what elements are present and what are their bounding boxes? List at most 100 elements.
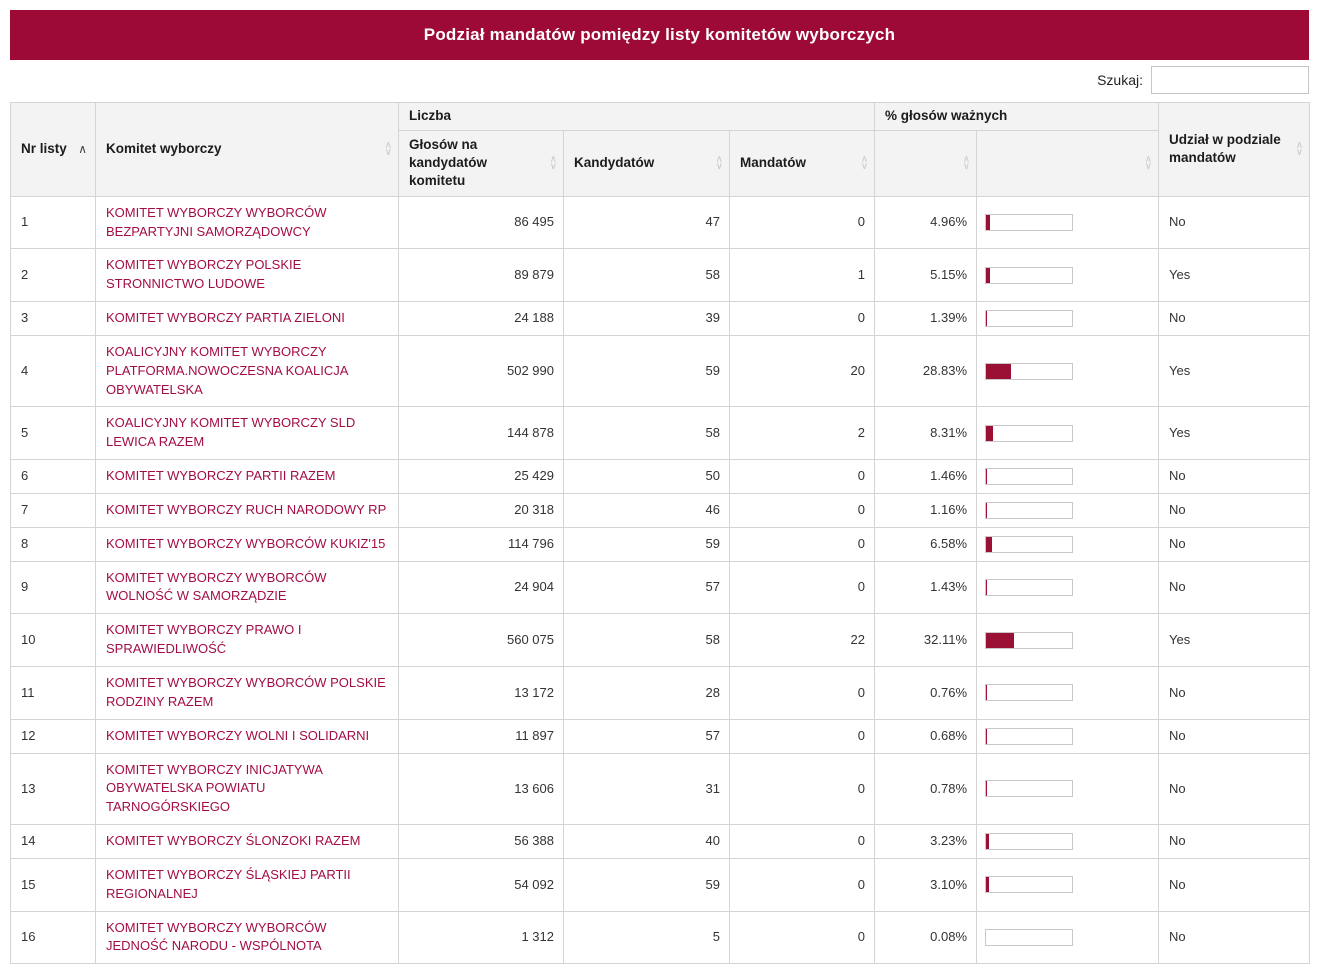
percent-bar-fill <box>986 268 990 283</box>
table-row: 7 KOMITET WYBORCZY RUCH NARODOWY RP 20 3… <box>11 493 1310 527</box>
committee-link[interactable]: KOMITET WYBORCZY WYBORCÓW JEDNOŚĆ NARODU… <box>106 919 388 957</box>
committee-link[interactable]: KOALICYJNY KOMITET WYBORCZY SLD LEWICA R… <box>106 414 388 452</box>
percent-cell: 32.11% <box>875 614 977 667</box>
candidates-cell: 47 <box>564 196 730 249</box>
percent-bar-fill <box>986 834 989 849</box>
table-body: 1 KOMITET WYBORCZY WYBORCÓW BEZPARTYJNI … <box>11 196 1310 964</box>
committee-cell: KOMITET WYBORCZY WYBORCÓW BEZPARTYJNI SA… <box>96 196 399 249</box>
list-number-cell: 12 <box>11 719 96 753</box>
percent-bar-cell <box>977 493 1159 527</box>
percent-bar-fill <box>986 215 990 230</box>
mandate-share-cell: No <box>1159 825 1310 859</box>
column-header-label: Udział w podziale mandatów <box>1169 132 1281 165</box>
table-row: 10 KOMITET WYBORCZY PRAWO I SPRAWIEDLIWO… <box>11 614 1310 667</box>
percent-bar-cell <box>977 561 1159 614</box>
percent-bar <box>985 468 1073 485</box>
mandates-cell: 0 <box>730 460 875 494</box>
committee-link[interactable]: KOMITET WYBORCZY INICJATYWA OBYWATELSKA … <box>106 761 388 818</box>
list-number-cell: 6 <box>11 460 96 494</box>
sort-icon: ∧∨ <box>861 156 868 170</box>
percent-cell: 3.23% <box>875 825 977 859</box>
percent-bar-cell <box>977 858 1159 911</box>
candidates-cell: 59 <box>564 335 730 407</box>
column-header-glosow[interactable]: Głosów na kandydatów komitetu ∧∨ <box>399 131 564 197</box>
percent-bar <box>985 502 1073 519</box>
column-header-percent[interactable]: ∧∨ <box>875 131 977 197</box>
mandate-share-cell: No <box>1159 561 1310 614</box>
column-header-komitet[interactable]: Komitet wyborczy ∧∨ <box>96 103 399 197</box>
mandates-cell: 0 <box>730 858 875 911</box>
committee-link[interactable]: KOMITET WYBORCZY PRAWO I SPRAWIEDLIWOŚĆ <box>106 621 388 659</box>
percent-bar <box>985 214 1073 231</box>
candidates-cell: 58 <box>564 249 730 302</box>
sort-icon: ∧∨ <box>385 142 392 156</box>
percent-bar <box>985 267 1073 284</box>
mandate-share-cell: Yes <box>1159 335 1310 407</box>
mandates-cell: 2 <box>730 407 875 460</box>
percent-bar-fill <box>986 580 987 595</box>
votes-cell: 20 318 <box>399 493 564 527</box>
list-number-cell: 7 <box>11 493 96 527</box>
percent-cell: 0.68% <box>875 719 977 753</box>
table-row: 1 KOMITET WYBORCZY WYBORCÓW BEZPARTYJNI … <box>11 196 1310 249</box>
table-row: 8 KOMITET WYBORCZY WYBORCÓW KUKIZ'15 114… <box>11 527 1310 561</box>
votes-cell: 89 879 <box>399 249 564 302</box>
table-row: 9 KOMITET WYBORCZY WYBORCÓW WOLNOŚĆ W SA… <box>11 561 1310 614</box>
percent-bar <box>985 684 1073 701</box>
committee-link[interactable]: KOMITET WYBORCZY PARTIA ZIELONI <box>106 309 388 328</box>
column-header-udzial[interactable]: Udział w podziale mandatów ∧∨ <box>1159 103 1310 197</box>
mandates-cell: 0 <box>730 825 875 859</box>
percent-bar <box>985 310 1073 327</box>
percent-bar-fill <box>986 537 992 552</box>
committee-link[interactable]: KOALICYJNY KOMITET WYBORCZY PLATFORMA.NO… <box>106 343 388 400</box>
committee-link[interactable]: KOMITET WYBORCZY PARTII RAZEM <box>106 467 388 486</box>
candidates-cell: 57 <box>564 561 730 614</box>
votes-cell: 114 796 <box>399 527 564 561</box>
column-header-percent-bar[interactable]: ∧∨ <box>977 131 1159 197</box>
committee-cell: KOMITET WYBORCZY WYBORCÓW POLSKIE RODZIN… <box>96 667 399 720</box>
table-row: 2 KOMITET WYBORCZY POLSKIE STRONNICTWO L… <box>11 249 1310 302</box>
percent-bar <box>985 579 1073 596</box>
committee-cell: KOMITET WYBORCZY INICJATYWA OBYWATELSKA … <box>96 753 399 825</box>
committee-link[interactable]: KOMITET WYBORCZY RUCH NARODOWY RP <box>106 501 388 520</box>
candidates-cell: 31 <box>564 753 730 825</box>
committee-link[interactable]: KOMITET WYBORCZY WYBORCÓW KUKIZ'15 <box>106 535 388 554</box>
percent-bar <box>985 876 1073 893</box>
committee-link[interactable]: KOMITET WYBORCZY WYBORCÓW POLSKIE RODZIN… <box>106 674 388 712</box>
percent-cell: 0.08% <box>875 911 977 964</box>
committee-link[interactable]: KOMITET WYBORCZY ŚLĄSKIEJ PARTII REGIONA… <box>106 866 388 904</box>
committee-link[interactable]: KOMITET WYBORCZY ŚLONZOKI RAZEM <box>106 832 388 851</box>
search-input[interactable] <box>1151 66 1309 94</box>
committee-link[interactable]: KOMITET WYBORCZY WOLNI I SOLIDARNI <box>106 727 388 746</box>
votes-cell: 144 878 <box>399 407 564 460</box>
mandates-cell: 0 <box>730 561 875 614</box>
votes-cell: 502 990 <box>399 335 564 407</box>
column-header-nr-listy[interactable]: Nr listy ∧ <box>11 103 96 197</box>
group-header-pct: % głosów ważnych <box>875 103 1159 131</box>
column-header-label: Kandydatów <box>574 155 654 170</box>
percent-bar-fill <box>986 311 987 326</box>
group-header-label: Liczba <box>409 108 451 123</box>
mandate-share-cell: Yes <box>1159 249 1310 302</box>
committee-link[interactable]: KOMITET WYBORCZY POLSKIE STRONNICTWO LUD… <box>106 256 388 294</box>
mandate-share-cell: No <box>1159 719 1310 753</box>
mandate-share-cell: No <box>1159 753 1310 825</box>
committee-cell: KOMITET WYBORCZY RUCH NARODOWY RP <box>96 493 399 527</box>
candidates-cell: 57 <box>564 719 730 753</box>
column-header-kandydatow[interactable]: Kandydatów ∧∨ <box>564 131 730 197</box>
search-row: Szukaj: <box>10 60 1309 102</box>
committee-link[interactable]: KOMITET WYBORCZY WYBORCÓW BEZPARTYJNI SA… <box>106 204 388 242</box>
sort-icon: ∧∨ <box>716 156 723 170</box>
list-number-cell: 13 <box>11 753 96 825</box>
percent-cell: 3.10% <box>875 858 977 911</box>
mandates-cell: 1 <box>730 249 875 302</box>
list-number-cell: 4 <box>11 335 96 407</box>
percent-bar-fill <box>986 781 987 796</box>
percent-bar <box>985 536 1073 553</box>
mandate-share-cell: Yes <box>1159 407 1310 460</box>
mandates-cell: 20 <box>730 335 875 407</box>
committee-link[interactable]: KOMITET WYBORCZY WYBORCÓW WOLNOŚĆ W SAMO… <box>106 569 388 607</box>
column-header-mandatow[interactable]: Mandatów ∧∨ <box>730 131 875 197</box>
mandates-cell: 0 <box>730 667 875 720</box>
votes-cell: 56 388 <box>399 825 564 859</box>
